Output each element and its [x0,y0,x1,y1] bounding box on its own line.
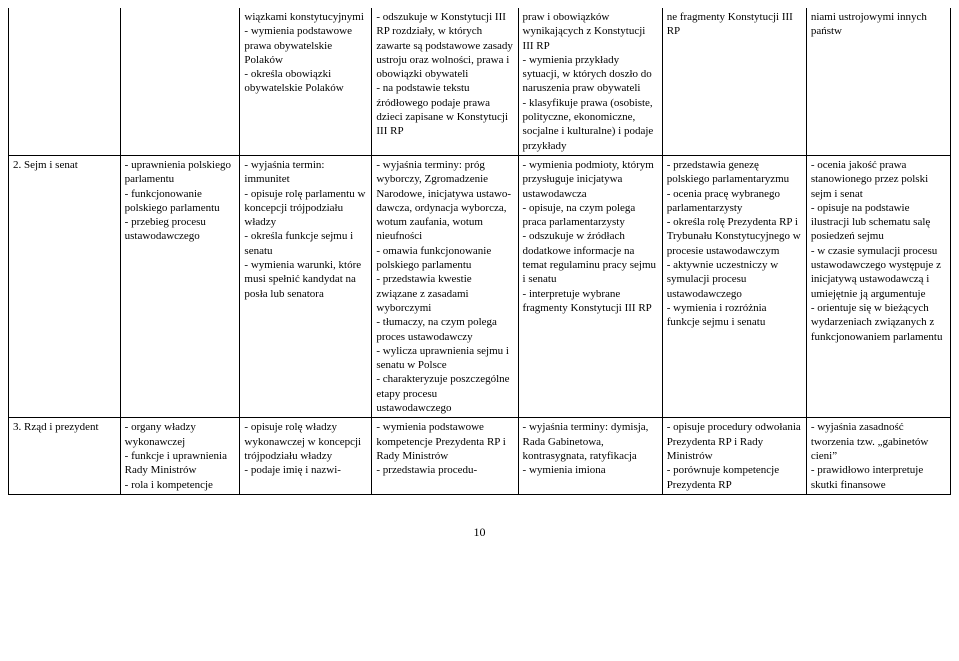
table-row: 3. Rząd i prezydent- organy władzy wykon… [9,418,951,494]
table-cell: 3. Rząd i prezydent [9,418,121,494]
table-cell: - wymienia podmioty, którym przysługuje … [518,155,662,417]
table-cell [120,8,240,155]
table-cell: - wyjaśnia termin: immunitet- opisuje ro… [240,155,372,417]
table-cell: - uprawnienia pol­skiego parlamentu- fun… [120,155,240,417]
table-cell: - wyjaśnia terminy: próg wyborczy, Zgro­… [372,155,518,417]
table-cell: 2. Sejm i senat [9,155,121,417]
table-cell: - odszukuje w Konsty­tucji III RP rozdzi… [372,8,518,155]
curriculum-table: wiązkami konstytu­cyjnymi- wymienia pods… [8,8,951,495]
table-cell: - organy władzy wykonawczej- funkcje i u… [120,418,240,494]
table-cell: wiązkami konstytu­cyjnymi- wymienia pods… [240,8,372,155]
table-cell: - przedstawia genezę polskiego parlament… [662,155,806,417]
table-cell: - ocenia jakość prawa stanowionego przez… [806,155,950,417]
table-row: 2. Sejm i senat- uprawnienia pol­skiego … [9,155,951,417]
table-cell: - wymienia podsta­wowe kompetencje Prezy… [372,418,518,494]
table-cell [9,8,121,155]
table-cell: - opisuje procedury odwołania Prezydenta… [662,418,806,494]
table-cell: - opisuje rolę władzy wykonawczej w kon­… [240,418,372,494]
page-number: 10 [8,525,951,540]
table-cell: - wyjaśnia zasadność tworzenia tzw. „gab… [806,418,950,494]
table-cell: praw i obowiązków wynikających z Kon­sty… [518,8,662,155]
table-cell: niami ustrojowymi innych państw [806,8,950,155]
table-cell: ne fragmenty Konstytucji III RP [662,8,806,155]
table-row: wiązkami konstytu­cyjnymi- wymienia pods… [9,8,951,155]
table-cell: - wyjaśnia terminy: dymisja, Rada Gabine… [518,418,662,494]
